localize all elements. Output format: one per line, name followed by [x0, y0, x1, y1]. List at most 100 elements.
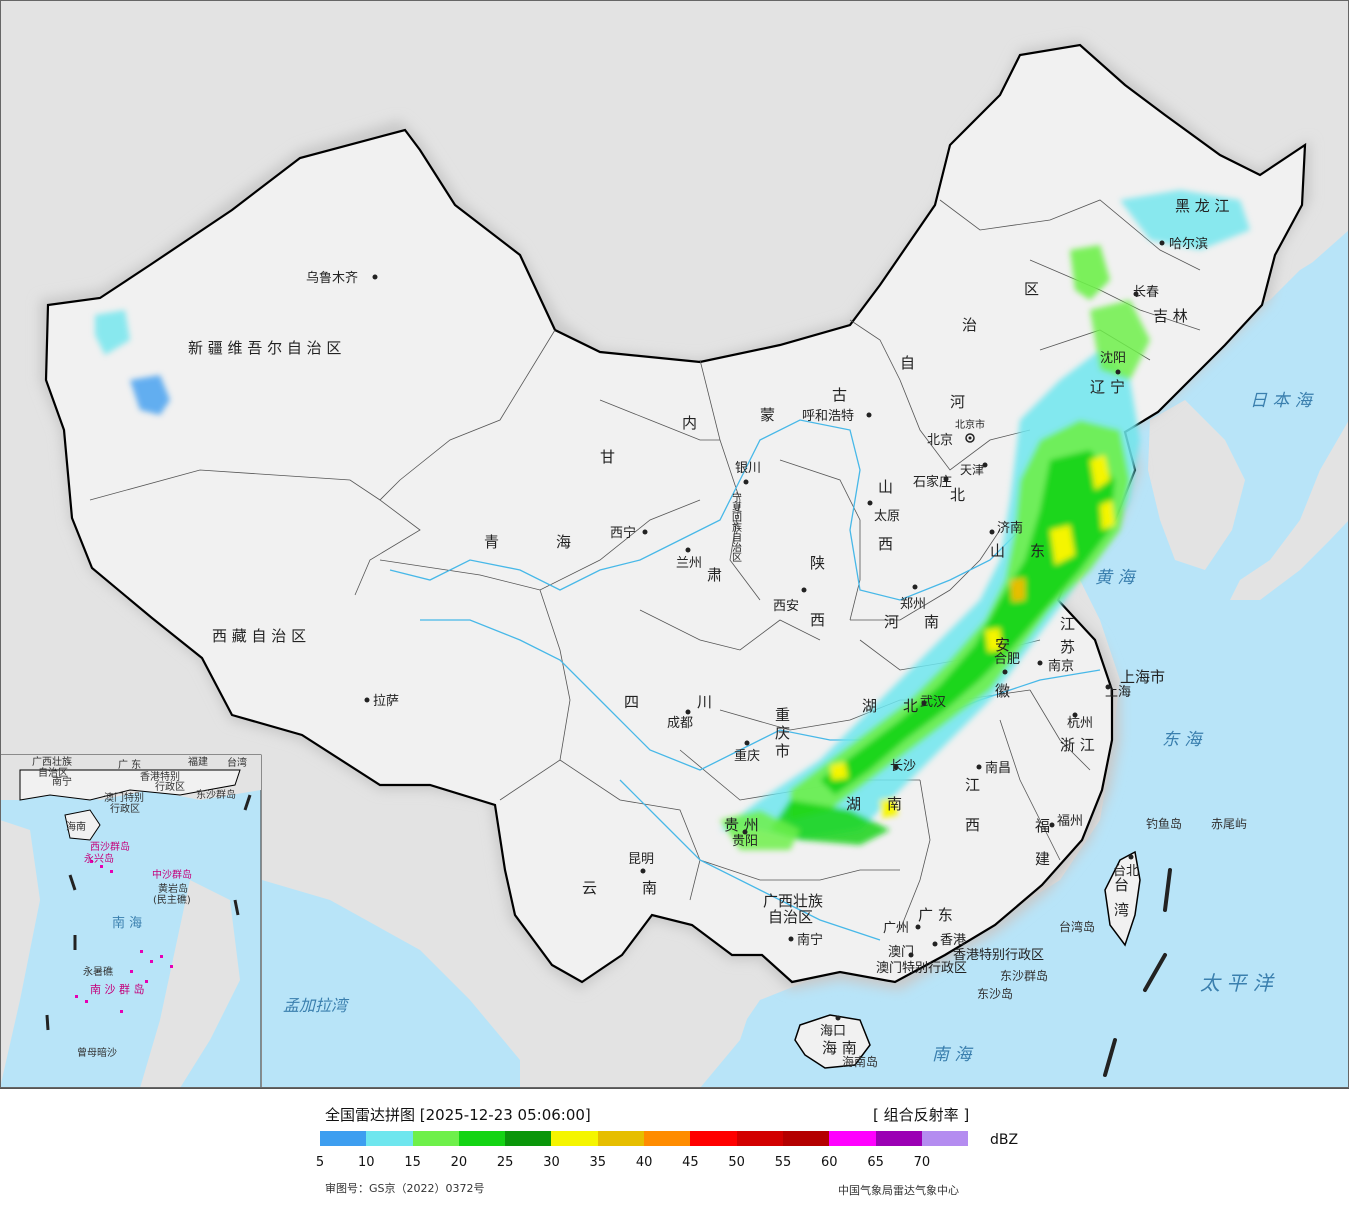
svg-text:广州: 广州 — [883, 921, 909, 936]
svg-text:川: 川 — [697, 693, 712, 711]
svg-text:庆: 庆 — [775, 724, 790, 742]
color-scale-cell — [597, 1131, 645, 1146]
svg-text:建: 建 — [1035, 850, 1050, 868]
legend-tick-label: 15 — [404, 1155, 421, 1170]
svg-text:香港特别行政区: 香港特别行政区 — [953, 948, 1044, 963]
svg-text:南: 南 — [924, 613, 939, 631]
review-number: 审图号：GS京（2022）0372号 — [325, 1182, 485, 1195]
svg-text:台北: 台北 — [1113, 864, 1139, 879]
legend-tick-label: 65 — [867, 1155, 884, 1170]
svg-text:太原: 太原 — [874, 509, 900, 524]
svg-text:湖: 湖 — [862, 697, 877, 715]
svg-text:广西壮族: 广西壮族 — [32, 755, 72, 768]
legend-tick-label: 70 — [913, 1155, 931, 1170]
svg-text:香港: 香港 — [940, 933, 966, 948]
svg-text:贵 州: 贵 州 — [724, 816, 759, 834]
svg-text:贵阳: 贵阳 — [732, 834, 758, 849]
svg-text:海口: 海口 — [820, 1024, 846, 1039]
svg-text:海 南: 海 南 — [822, 1039, 857, 1057]
svg-text:福州: 福州 — [1057, 814, 1083, 829]
svg-text:赤尾屿: 赤尾屿 — [1211, 817, 1247, 831]
svg-text:武汉: 武汉 — [920, 695, 946, 710]
color-scale-cell — [782, 1131, 830, 1146]
svg-text:成都: 成都 — [667, 716, 693, 731]
svg-text:湾: 湾 — [1114, 901, 1129, 919]
svg-text:澳门特别行政区: 澳门特别行政区 — [876, 960, 967, 976]
legend-tick-label: 20 — [450, 1155, 468, 1170]
svg-text:区: 区 — [1024, 280, 1039, 298]
svg-text:河: 河 — [884, 613, 899, 631]
svg-text:澳门: 澳门 — [888, 944, 914, 960]
svg-text:南宁: 南宁 — [52, 775, 72, 788]
svg-text:黑 龙 江: 黑 龙 江 — [1175, 197, 1230, 215]
svg-text:市: 市 — [775, 742, 790, 760]
svg-text:西: 西 — [810, 611, 825, 629]
svg-text:海南: 海南 — [66, 820, 86, 833]
color-scale-cell — [736, 1131, 783, 1146]
svg-text:肃: 肃 — [707, 566, 722, 584]
taiwan-island — [1104, 850, 1141, 947]
svg-text:拉萨: 拉萨 — [373, 694, 399, 709]
color-scale-cell — [551, 1131, 598, 1146]
svg-text:四: 四 — [624, 693, 639, 711]
legend-product: [ 组合反射率 ] — [873, 1106, 970, 1124]
svg-text:兰州: 兰州 — [676, 556, 702, 571]
svg-text:福: 福 — [1035, 817, 1050, 835]
color-scale-cell — [320, 1131, 367, 1146]
svg-text:黄岩岛: 黄岩岛 — [158, 882, 188, 895]
color-scale-cell — [875, 1131, 922, 1146]
svg-text:太 平 洋: 太 平 洋 — [1200, 971, 1275, 995]
radar-echoes — [95, 190, 1250, 850]
color-scale-cell — [412, 1131, 459, 1146]
svg-text:广 东: 广 东 — [918, 906, 953, 924]
svg-text:台湾岛: 台湾岛 — [1059, 919, 1095, 934]
svg-text:东沙岛: 东沙岛 — [977, 986, 1013, 1001]
svg-text:乌鲁木齐: 乌鲁木齐 — [306, 270, 358, 286]
svg-text:重: 重 — [775, 706, 790, 724]
svg-text:银川: 银川 — [735, 461, 761, 476]
svg-text:青: 青 — [484, 533, 499, 551]
japan-islands — [1230, 420, 1349, 600]
svg-text:南: 南 — [887, 795, 902, 813]
label-xinjiang: 新 疆 维 吾 尔 自 治 区 — [188, 339, 341, 357]
svg-text:陕: 陕 — [810, 554, 825, 572]
svg-text:杭州: 杭州 — [1067, 716, 1093, 731]
svg-text:山: 山 — [990, 542, 1005, 560]
svg-text:日 本 海: 日 本 海 — [1250, 391, 1315, 411]
svg-text:蒙: 蒙 — [760, 406, 775, 424]
legend-tick-label: 35 — [589, 1155, 607, 1170]
svg-text:广西壮族: 广西壮族 — [763, 892, 823, 910]
south-sea-inset — [0, 754, 262, 1088]
svg-text:长沙: 长沙 — [890, 759, 916, 774]
svg-text:曾母暗沙: 曾母暗沙 — [77, 1046, 117, 1059]
svg-text:北京市: 北京市 — [955, 418, 985, 431]
svg-text:哈尔滨: 哈尔滨 — [1169, 236, 1208, 252]
color-scale-cell — [690, 1131, 737, 1146]
svg-text:北: 北 — [903, 697, 918, 715]
city-markers: 乌鲁木齐 拉萨 西宁 兰州 银川 呼和浩特 西安 成都 重庆 贵阳 昆明 南宁 … — [306, 236, 1208, 1039]
svg-text:西安: 西安 — [773, 599, 799, 614]
color-scale-bar — [320, 1131, 969, 1146]
svg-text:长春: 长春 — [1133, 285, 1159, 300]
svg-text:南 海: 南 海 — [112, 915, 142, 931]
svg-text:南: 南 — [642, 879, 657, 897]
svg-text:永暑礁: 永暑礁 — [83, 965, 113, 978]
svg-text:济南: 济南 — [997, 520, 1023, 536]
svg-text:上海市: 上海市 — [1120, 668, 1165, 686]
svg-text:西沙群岛: 西沙群岛 — [90, 840, 130, 853]
china-radar-map[interactable]: 新 疆 维 吾 尔 自 治 区 西 藏 自 治 区 青 海 甘 肃 内 蒙 古 … — [0, 0, 1349, 1088]
svg-text:香港特别: 香港特别 — [140, 771, 180, 783]
legend-tick-label: 5 — [315, 1155, 325, 1170]
credit: 中国气象局雷达气象中心 — [838, 1184, 959, 1197]
svg-text:南 海: 南 海 — [932, 1045, 974, 1065]
svg-text:天津: 天津 — [960, 463, 984, 477]
svg-text:内: 内 — [682, 414, 697, 432]
color-scale-cell — [505, 1131, 552, 1146]
color-scale-cell — [829, 1131, 876, 1146]
svg-text:黄 海: 黄 海 — [1095, 568, 1137, 588]
svg-text:南宁: 南宁 — [797, 932, 823, 948]
color-scale-cell — [921, 1131, 969, 1146]
svg-text:昆明: 昆明 — [628, 852, 654, 867]
svg-text:徽: 徽 — [995, 682, 1010, 700]
svg-text:北: 北 — [950, 486, 965, 504]
